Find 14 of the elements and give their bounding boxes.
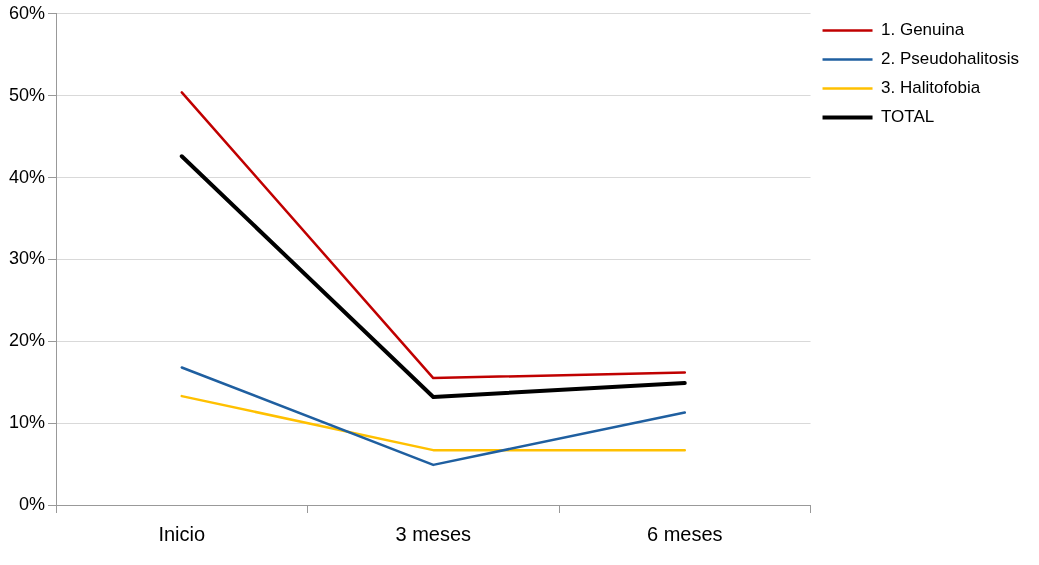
y-tick-label: 20% bbox=[9, 330, 46, 351]
y-tick-label: 60% bbox=[9, 2, 46, 23]
y-tick-label: 0% bbox=[19, 493, 46, 514]
legend-label: 1. Genuina bbox=[881, 20, 965, 40]
y-tick-label: 40% bbox=[9, 166, 46, 187]
legend-label: 3. Halitofobia bbox=[881, 78, 981, 98]
x-tick-label: 6 meses bbox=[646, 522, 723, 545]
y-tick-label: 10% bbox=[9, 412, 46, 433]
y-tick-label: 30% bbox=[9, 248, 46, 269]
legend-label: TOTAL bbox=[881, 107, 935, 127]
x-tick-label: Inicio bbox=[158, 522, 206, 545]
legend-label: 2. Pseudohalitosis bbox=[881, 49, 1020, 69]
x-tick-label: 3 meses bbox=[395, 522, 472, 545]
y-tick-label: 50% bbox=[9, 84, 46, 105]
